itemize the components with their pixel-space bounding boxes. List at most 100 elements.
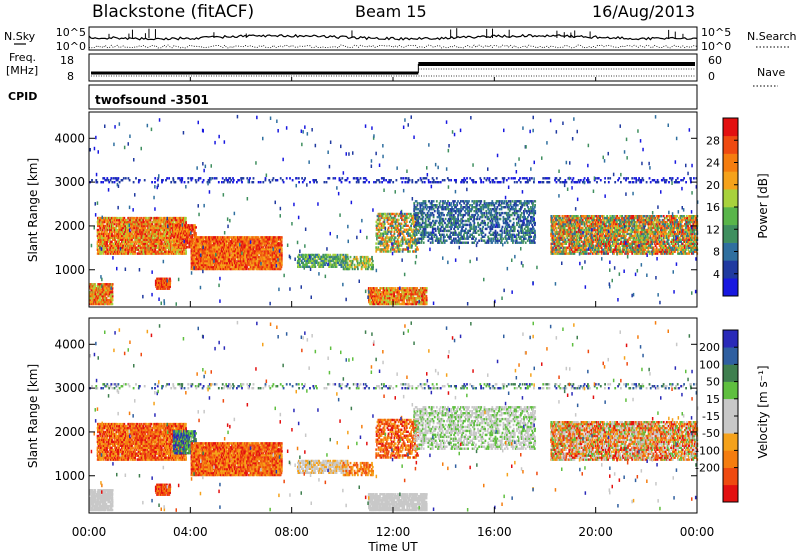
nsearch-trace <box>89 45 697 48</box>
power-cell <box>347 254 349 256</box>
power-cell <box>345 258 347 260</box>
cpid-label: CPID <box>8 90 37 103</box>
noise-left-bottom-tick: 10^0 <box>56 40 86 53</box>
power-cell <box>407 225 409 227</box>
freq-label: Freq. <box>9 51 36 64</box>
power-cell <box>406 287 408 289</box>
power-cell <box>388 244 390 246</box>
power-cell <box>195 226 197 228</box>
freq-tick-bottom: 8 <box>67 70 74 83</box>
power-cell <box>337 256 339 258</box>
power-cell <box>440 200 442 202</box>
noise-series <box>89 28 697 48</box>
power-cell <box>388 227 390 229</box>
power-heatmap <box>89 115 698 306</box>
nave-label: Nave <box>757 66 785 79</box>
power-cell <box>438 238 440 240</box>
power-cell <box>423 242 425 244</box>
power-cell <box>180 246 182 248</box>
freq-unit-label: [MHz] <box>6 64 38 77</box>
power-cell <box>281 236 283 238</box>
power-cell <box>443 214 445 216</box>
power-cell <box>427 206 429 208</box>
power-cell <box>426 295 428 297</box>
power-cell <box>305 254 307 256</box>
power-cell <box>432 238 434 240</box>
power-cell <box>355 266 357 268</box>
nave-tick-top: 60 <box>708 54 722 67</box>
power-cell <box>422 206 424 208</box>
power-cell <box>400 248 402 250</box>
power-cell <box>392 213 394 215</box>
power-cell <box>352 268 354 270</box>
power-cell <box>422 216 424 218</box>
noise-left-top-tick: 10^5 <box>56 26 86 39</box>
power-cell <box>419 222 421 224</box>
power-cell <box>150 217 152 219</box>
power-cell <box>406 213 408 215</box>
power-cell <box>169 278 171 280</box>
nave-tick-bottom: 0 <box>708 70 715 83</box>
power-cell <box>146 217 148 219</box>
power-cell <box>375 242 377 244</box>
date-label: 16/Aug/2013 <box>592 2 695 21</box>
power-cell <box>395 236 397 238</box>
power-cell <box>341 254 343 256</box>
noise-panel-frame <box>89 27 697 50</box>
power-cell <box>418 242 420 244</box>
power-cell <box>402 219 404 221</box>
power-cell <box>435 228 437 230</box>
power-cell <box>414 230 416 232</box>
power-cell <box>409 250 411 252</box>
power-cell <box>412 238 414 240</box>
power-cell <box>94 283 96 285</box>
power-cell <box>419 238 421 240</box>
power-cell <box>388 250 390 252</box>
power-cell <box>372 260 374 262</box>
power-cell <box>425 200 427 202</box>
power-cell <box>371 256 373 258</box>
power-cell <box>417 202 419 204</box>
power-cell <box>436 200 438 202</box>
power-cell <box>176 217 178 219</box>
nsky-trace <box>89 35 697 40</box>
power-cell <box>413 234 415 236</box>
noise-right-bottom-tick: 10^0 <box>701 40 731 53</box>
plot-title: Blackstone (fitACF) <box>92 2 254 22</box>
power-cell <box>433 200 435 202</box>
power-cell <box>112 303 114 305</box>
power-cell <box>436 220 438 222</box>
cpid-text: twofsound -3501 <box>95 93 209 107</box>
noise-right-top-tick: 10^5 <box>701 26 731 39</box>
nsky-label: N.Sky <box>4 30 36 43</box>
power-cell <box>347 262 349 264</box>
power-cell <box>346 264 348 266</box>
power-cell <box>431 200 433 202</box>
power-cell <box>430 242 432 244</box>
power-cell <box>398 219 400 221</box>
freq-panel-frame <box>89 54 697 81</box>
nsearch-label: N.Search <box>747 30 797 43</box>
power-cell <box>436 204 438 206</box>
power-cell <box>342 264 344 266</box>
power-cell <box>426 287 428 289</box>
power-cell <box>401 223 403 225</box>
power-cell <box>364 256 366 258</box>
freq-series <box>91 64 695 76</box>
power-cell <box>350 256 352 258</box>
power-cell <box>372 264 374 266</box>
power-cell <box>300 266 302 268</box>
power-cell <box>444 222 446 224</box>
power-cell <box>185 217 187 219</box>
freq-tick-top: 18 <box>60 54 74 67</box>
power-cell <box>388 223 390 225</box>
beam-label: Beam 15 <box>355 2 427 21</box>
power-cell <box>357 258 359 260</box>
power-cell <box>434 210 436 212</box>
power-cell <box>299 254 301 256</box>
power-cell <box>442 224 444 226</box>
power-cell <box>195 232 197 234</box>
power-cell <box>302 262 304 264</box>
